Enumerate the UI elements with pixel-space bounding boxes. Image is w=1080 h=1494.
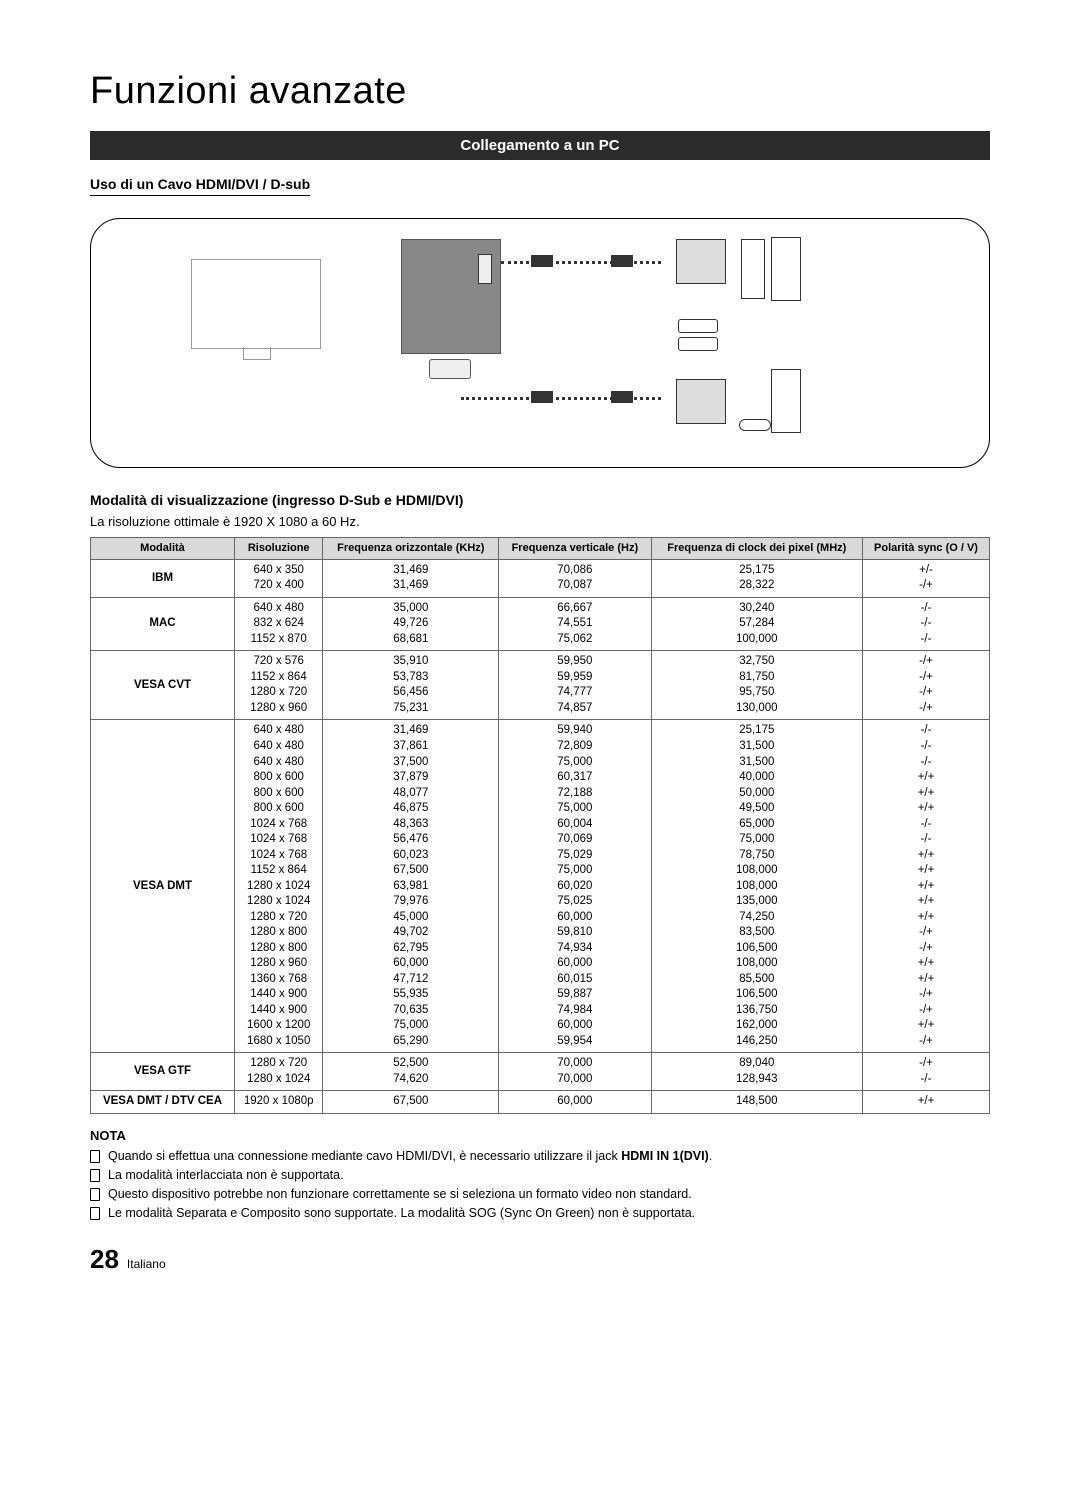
mode-cell: VESA GTF [91, 1053, 235, 1091]
page-footer: 28 Italiano [90, 1244, 990, 1275]
data-cell: +/--/+ [863, 559, 990, 597]
mode-cell: VESA DMT / DTV CEA [91, 1091, 235, 1114]
table-row: VESA DMT / DTV CEA1920 x 1080p67,50060,0… [91, 1091, 990, 1114]
table-row: VESA CVT720 x 5761152 x 8641280 x 720128… [91, 651, 990, 720]
mode-cell: VESA DMT [91, 720, 235, 1053]
data-cell: 720 x 5761152 x 8641280 x 7201280 x 960 [234, 651, 322, 720]
display-modes-title: Modalità di visualizzazione (ingresso D-… [90, 492, 990, 508]
data-cell: -/+-/+-/+-/+ [863, 651, 990, 720]
data-cell: 30,24057,284100,000 [651, 597, 862, 651]
plug-icon [611, 255, 633, 267]
note-item: Le modalità Separata e Composito sono su… [90, 1206, 990, 1220]
plug-icon [531, 391, 553, 403]
table-column-header: Frequenza orizzontale (KHz) [323, 538, 499, 560]
data-cell: +/+ [863, 1091, 990, 1114]
monitor-icon [676, 239, 726, 284]
data-cell: 640 x 480640 x 480640 x 480800 x 600800 … [234, 720, 322, 1053]
table-row: MAC640 x 480832 x 6241152 x 87035,00049,… [91, 597, 990, 651]
hdmi-port-icon [478, 254, 492, 284]
display-modes-desc: La risoluzione ottimale è 1920 X 1080 a … [90, 514, 990, 529]
note-item: Quando si effettua una connessione media… [90, 1149, 990, 1163]
subhead-wrap: Uso di un Cavo HDMI/DVI / D-sub [90, 176, 990, 206]
data-cell: 59,95059,95974,77774,857 [499, 651, 651, 720]
data-cell: 25,17531,50031,50040,00050,00049,50065,0… [651, 720, 862, 1053]
data-cell: 35,91053,78356,45675,231 [323, 651, 499, 720]
data-cell: 32,75081,75095,750130,000 [651, 651, 862, 720]
data-cell: 31,46937,86137,50037,87948,07746,87548,3… [323, 720, 499, 1053]
mode-cell: VESA CVT [91, 651, 235, 720]
note-item: Questo dispositivo potrebbe non funziona… [90, 1187, 990, 1201]
data-cell: 70,00070,000 [499, 1053, 651, 1091]
data-cell: 70,08670,087 [499, 559, 651, 597]
table-column-header: Risoluzione [234, 538, 322, 560]
display-modes-table: ModalitàRisoluzioneFrequenza orizzontale… [90, 537, 990, 1114]
tv-panel-icon [401, 239, 501, 354]
subheading: Uso di un Cavo HDMI/DVI / D-sub [90, 176, 310, 196]
page-container: Funzioni avanzate Collegamento a un PC U… [0, 0, 1080, 1325]
data-cell: 1280 x 7201280 x 1024 [234, 1053, 322, 1091]
data-cell: 25,17528,322 [651, 559, 862, 597]
table-column-header: Frequenza verticale (Hz) [499, 538, 651, 560]
mode-cell: IBM [91, 559, 235, 597]
connection-diagram [90, 218, 990, 468]
audio-port-icon [429, 359, 471, 379]
data-cell: -/+-/- [863, 1053, 990, 1091]
table-header: ModalitàRisoluzioneFrequenza orizzontale… [91, 538, 990, 560]
audio-jack-icon [678, 319, 718, 333]
notes-list: Quando si effettua una connessione media… [90, 1149, 990, 1220]
data-cell: 35,00049,72668,681 [323, 597, 499, 651]
tv-icon [191, 259, 321, 349]
data-cell: 1920 x 1080p [234, 1091, 322, 1114]
note-item: La modalità interlacciata non è supporta… [90, 1168, 990, 1182]
plug-icon [611, 391, 633, 403]
table-row: VESA GTF1280 x 7201280 x 102452,50074,62… [91, 1053, 990, 1091]
data-cell: 31,46931,469 [323, 559, 499, 597]
mode-cell: MAC [91, 597, 235, 651]
table-column-header: Modalità [91, 538, 235, 560]
table-row: IBM640 x 350720 x 40031,46931,46970,0867… [91, 559, 990, 597]
data-cell: 59,94072,80975,00060,31772,18875,00060,0… [499, 720, 651, 1053]
page-title: Funzioni avanzate [90, 70, 990, 113]
data-cell: 67,500 [323, 1091, 499, 1114]
section-bar: Collegamento a un PC [90, 131, 990, 160]
data-cell: 66,66774,55175,062 [499, 597, 651, 651]
data-cell: 640 x 350720 x 400 [234, 559, 322, 597]
connector-icon [739, 419, 771, 431]
data-cell: -/--/--/-+/++/++/+-/--/-+/++/++/++/++/+-… [863, 720, 990, 1053]
monitor-icon [676, 379, 726, 424]
pc-tower-icon [771, 369, 801, 433]
audio-jack-icon [678, 337, 718, 351]
pc-tower-icon [741, 239, 765, 299]
data-cell: 60,000 [499, 1091, 651, 1114]
table-row: VESA DMT640 x 480640 x 480640 x 480800 x… [91, 720, 990, 1053]
pc-tower-icon [771, 237, 801, 301]
table-column-header: Frequenza di clock dei pixel (MHz) [651, 538, 862, 560]
table-column-header: Polarità sync (O / V) [863, 538, 990, 560]
data-cell: 640 x 480832 x 6241152 x 870 [234, 597, 322, 651]
plug-icon [531, 255, 553, 267]
page-number: 28 [90, 1244, 119, 1275]
hdmi-cable-icon [501, 261, 661, 264]
data-cell: 52,50074,620 [323, 1053, 499, 1091]
data-cell: 89,040128,943 [651, 1053, 862, 1091]
notes-heading: NOTA [90, 1128, 990, 1143]
data-cell: -/--/--/- [863, 597, 990, 651]
data-cell: 148,500 [651, 1091, 862, 1114]
footer-language: Italiano [127, 1257, 166, 1271]
